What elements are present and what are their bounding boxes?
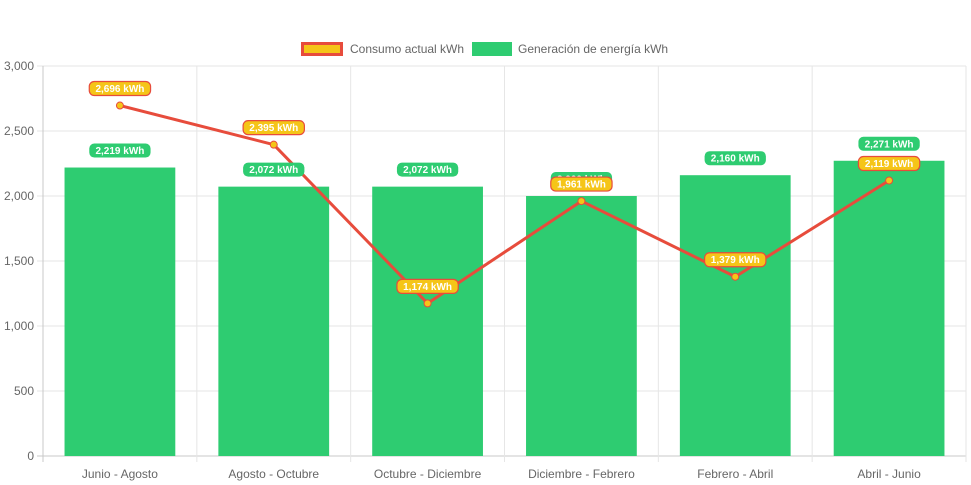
line-data-label-bg [88,80,152,97]
bar[interactable] [372,186,483,456]
bar-data-label-bg [858,136,920,151]
line-data-label: 1,379 kWh [711,255,760,266]
y-tick-label: 2,000 [4,189,34,203]
line-data-label: 1,961 kWh [557,180,606,191]
bar[interactable] [679,175,791,456]
y-tick-label: 500 [14,384,34,398]
legend[interactable]: Consumo actual kWh Generación de energía … [301,42,669,56]
y-tick-label: 1,000 [4,319,34,333]
line-data-label: 1,174 kWh [403,282,452,293]
line-data-label-bg [703,252,767,268]
bar-data-label: 2,219 kWh [95,146,144,157]
line-data-label: 2,395 kWh [249,123,298,134]
y-tick-label: 1,500 [4,254,34,268]
bar-data-label-bg [396,162,459,177]
line-data-label: 2,119 kWh [865,159,913,170]
bar-data-label-bg [243,162,305,177]
bar-data-label: 2,072 kWh [403,165,452,176]
x-tick-label: Junio - Agosto [82,467,158,481]
bar-data-label-bg [89,143,151,158]
line-point[interactable] [423,299,432,308]
x-tick-label: Febrero - Abril [697,467,773,481]
legend-label-consumption[interactable]: Consumo actual kWh [350,42,464,56]
line-point[interactable] [115,101,124,110]
x-tick-label: Diciembre - Febrero [528,467,635,481]
x-tick-label: Octubre - Diciembre [374,467,482,481]
legend-swatch-generation[interactable] [472,42,512,56]
line-point[interactable] [731,272,740,281]
bar[interactable] [833,160,945,456]
y-axis: 0 500 1,000 1,500 2,000 2,500 3,000 [4,59,34,463]
bar[interactable] [526,196,637,456]
line-point[interactable] [577,197,586,206]
line-data-label-bg [550,176,613,192]
bar[interactable] [64,167,176,456]
x-tick-label: Agosto - Octubre [228,467,319,481]
bar-data-label: 2,271 kWh [865,139,914,150]
line-data-label-bg [242,120,306,136]
x-axis: Junio - Agosto Agosto - Octubre Octubre - … [82,467,921,481]
grid [37,65,967,462]
legend-label-generation[interactable]: Generación de energía kWh [518,42,668,56]
x-tick-label: Abril - Junio [857,467,921,481]
bar-series [64,160,945,456]
y-tick-label: 3,000 [4,59,34,73]
legend-swatch-consumption[interactable] [301,42,343,56]
line-data-label-bg [396,278,459,294]
bar-data-label: 2,160 kWh [711,154,760,165]
line-point[interactable] [885,176,894,185]
line-data-label-bg [857,155,921,172]
line-data-label: 2,696 kWh [95,84,144,95]
y-tick-label: 2,500 [4,124,34,138]
bar-data-label-bg [704,151,766,166]
bar-data-label: 2,072 kWh [249,165,298,176]
bar[interactable] [218,186,330,456]
line-point[interactable] [269,140,278,149]
y-tick-label: 0 [27,449,34,463]
